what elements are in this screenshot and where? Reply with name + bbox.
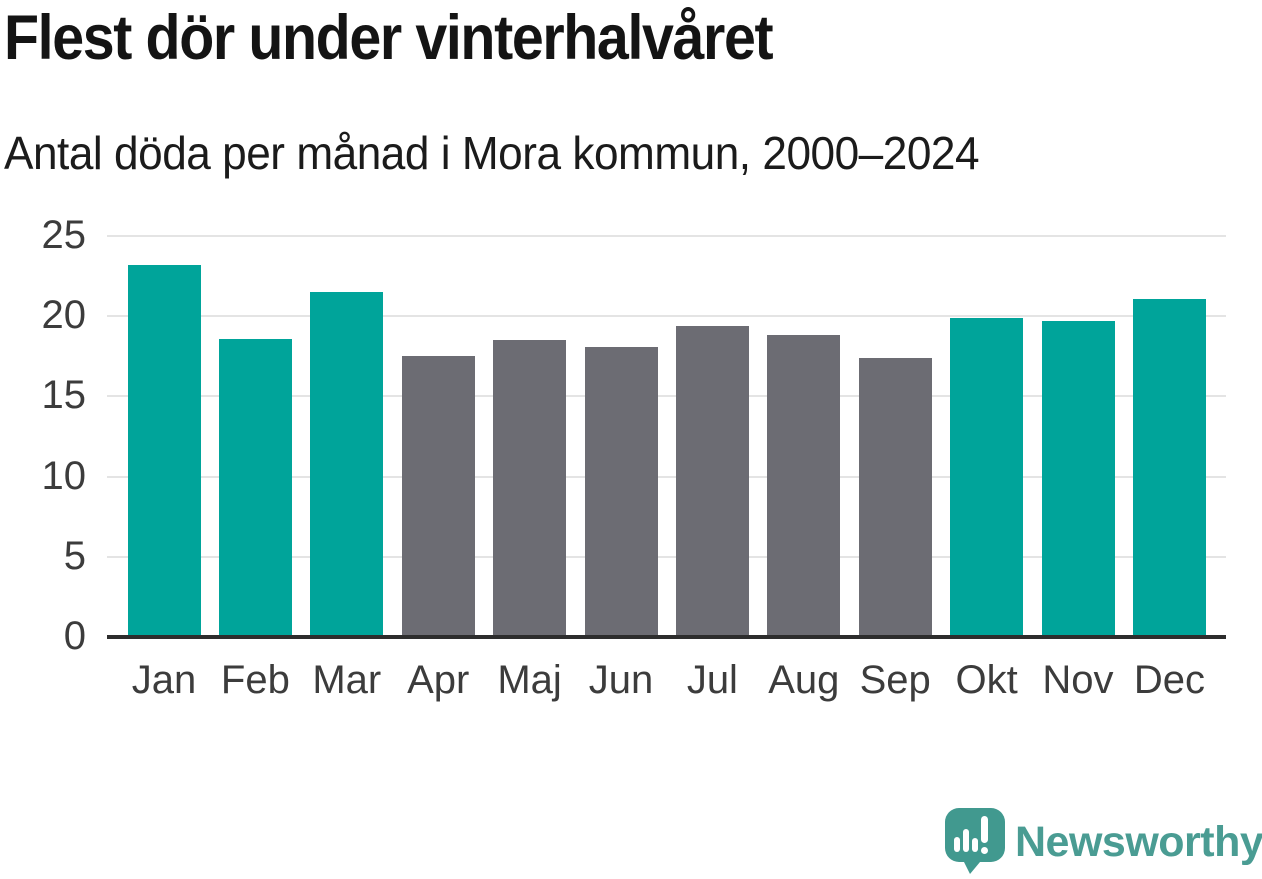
x-axis-label-jul: Jul: [686, 658, 738, 702]
x-axis-label-sep: Sep: [859, 658, 931, 702]
gridline-y-25: [107, 235, 1226, 237]
bar-jul: [675, 325, 749, 637]
brand-footer: Newsworthy: [945, 808, 1262, 874]
x-axis-label-mar: Mar: [312, 658, 382, 702]
gridline-y-15: [107, 395, 1226, 398]
x-axis-label-maj: Maj: [497, 658, 562, 702]
x-axis-label-jan: Jan: [131, 658, 197, 702]
chart-title: Flest dör under vinterhalvåret: [4, 3, 774, 73]
bar-apr: [401, 356, 475, 637]
logo-bars-and-exclamation: [954, 816, 988, 854]
bar-aug: [767, 335, 841, 637]
y-axis-tick-label: 15: [41, 373, 87, 418]
y-axis-tick-label: 25: [41, 213, 87, 258]
y-axis-tick-label: 5: [63, 533, 86, 578]
chart-subtitle: Antal döda per månad i Mora kommun, 2000…: [4, 127, 980, 179]
bar-jun: [584, 346, 658, 637]
y-axis-tick-label: 20: [41, 293, 87, 338]
bar-nov: [1041, 321, 1115, 637]
bar-jan: [127, 264, 201, 637]
x-axis-label-apr: Apr: [407, 658, 470, 702]
newsworthy-wordmark: Newsworthy: [1015, 818, 1262, 866]
bar-maj: [493, 340, 567, 637]
x-axis-label-dec: Dec: [1133, 658, 1205, 702]
bar-okt: [950, 317, 1024, 637]
x-axis-label-okt: Okt: [955, 658, 1018, 702]
gridline-y-5: [107, 555, 1226, 558]
x-axis-label-jun: Jun: [588, 658, 654, 702]
bar-dec: [1132, 298, 1206, 637]
gridline-y-20: [107, 315, 1226, 318]
bar-mar: [310, 292, 384, 637]
x-axis-label-nov: Nov: [1042, 658, 1114, 702]
gridline-y-10: [107, 475, 1226, 478]
bar-feb: [218, 338, 292, 637]
newsworthy-logo-icon: [945, 808, 1005, 874]
x-axis-label-aug: Aug: [768, 658, 840, 702]
x-axis-label-feb: Feb: [220, 658, 290, 702]
x-axis-line: [107, 635, 1226, 639]
y-axis-tick-label: 0: [63, 614, 86, 659]
bar-sep: [858, 357, 932, 637]
y-axis-tick-label: 10: [41, 453, 87, 498]
